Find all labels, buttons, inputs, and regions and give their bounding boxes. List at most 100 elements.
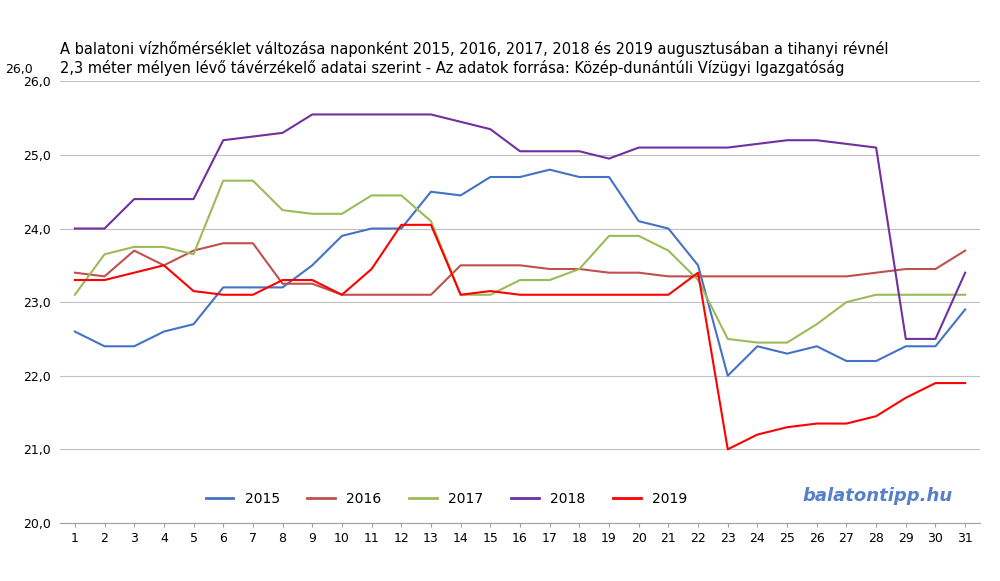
2016 [425,291,437,298]
2018 [69,225,81,232]
2019 [840,420,852,427]
2016 [633,269,645,276]
2018 [811,137,823,144]
2015 [277,284,289,291]
2017 [544,277,556,284]
2016 [188,247,200,254]
2019 [425,221,437,228]
2015 [662,225,674,232]
2015 [959,306,971,313]
2015 [929,343,941,350]
2016 [870,269,882,276]
2016 [158,262,170,269]
2018 [277,130,289,137]
2017 [514,277,526,284]
2016 [455,262,467,269]
2016 [99,273,111,280]
2019 [959,379,971,386]
2018 [217,137,229,144]
2015 [781,350,793,357]
2019 [99,277,111,284]
2016 [128,247,140,254]
2019 [336,291,348,298]
2015 [633,218,645,225]
2015 [247,284,259,291]
2017 [633,232,645,239]
2019 [395,221,407,228]
2018 [484,125,496,132]
2017 [158,243,170,250]
Line: 2019: 2019 [75,225,965,449]
2015 [128,343,140,350]
2017 [247,177,259,184]
2017 [336,210,348,217]
2017 [603,232,615,239]
2018 [781,137,793,144]
2015 [870,357,882,364]
2017 [870,291,882,298]
2019 [366,266,378,272]
2019 [929,379,941,386]
2019 [722,446,734,453]
Line: 2015: 2015 [75,170,965,376]
2019 [306,277,318,284]
2017 [188,251,200,258]
2018 [573,148,585,155]
2016 [840,273,852,280]
2018 [603,155,615,162]
2017 [484,291,496,298]
2018 [366,111,378,118]
2016 [514,262,526,269]
2016 [722,273,734,280]
2019 [247,291,259,298]
2019 [751,431,763,438]
2018 [158,196,170,203]
2017 [900,291,912,298]
2015 [455,192,467,199]
2019 [217,291,229,298]
2018 [247,133,259,140]
2018 [722,144,734,151]
2019 [158,262,170,269]
2017 [69,291,81,298]
2016 [781,273,793,280]
2016 [544,266,556,272]
2016 [366,291,378,298]
2019 [69,277,81,284]
2019 [870,413,882,419]
2018 [900,335,912,342]
2016 [900,266,912,272]
2018 [840,141,852,148]
2017 [217,177,229,184]
2018 [455,119,467,125]
2015 [306,262,318,269]
2019 [900,394,912,401]
2016 [662,273,674,280]
2018 [662,144,674,151]
2015 [900,343,912,350]
2019 [781,424,793,431]
2016 [306,280,318,287]
2017 [99,251,111,258]
2019 [603,291,615,298]
2016 [336,291,348,298]
2019 [544,291,556,298]
Line: 2016: 2016 [75,243,965,295]
2016 [573,266,585,272]
2016 [811,273,823,280]
2019 [811,420,823,427]
Text: balatontipp.hu: balatontipp.hu [802,487,952,505]
2018 [870,144,882,151]
2015 [722,372,734,379]
2018 [514,148,526,155]
2015 [603,174,615,181]
Text: 26,0: 26,0 [5,63,33,76]
2019 [662,291,674,298]
2018 [929,335,941,342]
2015 [692,262,704,269]
2016 [217,240,229,247]
2017 [781,339,793,346]
2016 [603,269,615,276]
2018 [425,111,437,118]
Text: A balatoni vízhőmérséklet változása naponként 2015, 2016, 2017, 2018 és 2019 aug: A balatoni vízhőmérséklet változása napo… [60,41,889,76]
